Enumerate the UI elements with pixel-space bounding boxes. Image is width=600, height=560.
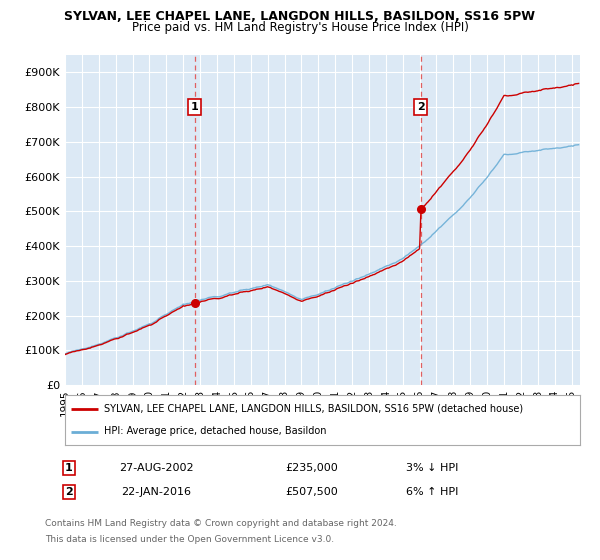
Text: £235,000: £235,000 (286, 463, 338, 473)
Text: This data is licensed under the Open Government Licence v3.0.: This data is licensed under the Open Gov… (45, 535, 334, 544)
Text: 3% ↓ HPI: 3% ↓ HPI (406, 463, 458, 473)
Text: Contains HM Land Registry data © Crown copyright and database right 2024.: Contains HM Land Registry data © Crown c… (45, 520, 397, 529)
Text: 6% ↑ HPI: 6% ↑ HPI (406, 487, 458, 497)
Text: Price paid vs. HM Land Registry's House Price Index (HPI): Price paid vs. HM Land Registry's House … (131, 21, 469, 34)
Text: 1: 1 (65, 463, 73, 473)
Text: SYLVAN, LEE CHAPEL LANE, LANGDON HILLS, BASILDON, SS16 5PW (detached house): SYLVAN, LEE CHAPEL LANE, LANGDON HILLS, … (104, 404, 523, 413)
Text: SYLVAN, LEE CHAPEL LANE, LANGDON HILLS, BASILDON, SS16 5PW: SYLVAN, LEE CHAPEL LANE, LANGDON HILLS, … (65, 10, 536, 22)
Text: £507,500: £507,500 (286, 487, 338, 497)
Text: 1: 1 (191, 102, 199, 112)
Text: 22-JAN-2016: 22-JAN-2016 (121, 487, 191, 497)
Text: 27-AUG-2002: 27-AUG-2002 (119, 463, 193, 473)
Text: 2: 2 (65, 487, 73, 497)
Text: HPI: Average price, detached house, Basildon: HPI: Average price, detached house, Basi… (104, 427, 326, 436)
Text: 2: 2 (417, 102, 424, 112)
